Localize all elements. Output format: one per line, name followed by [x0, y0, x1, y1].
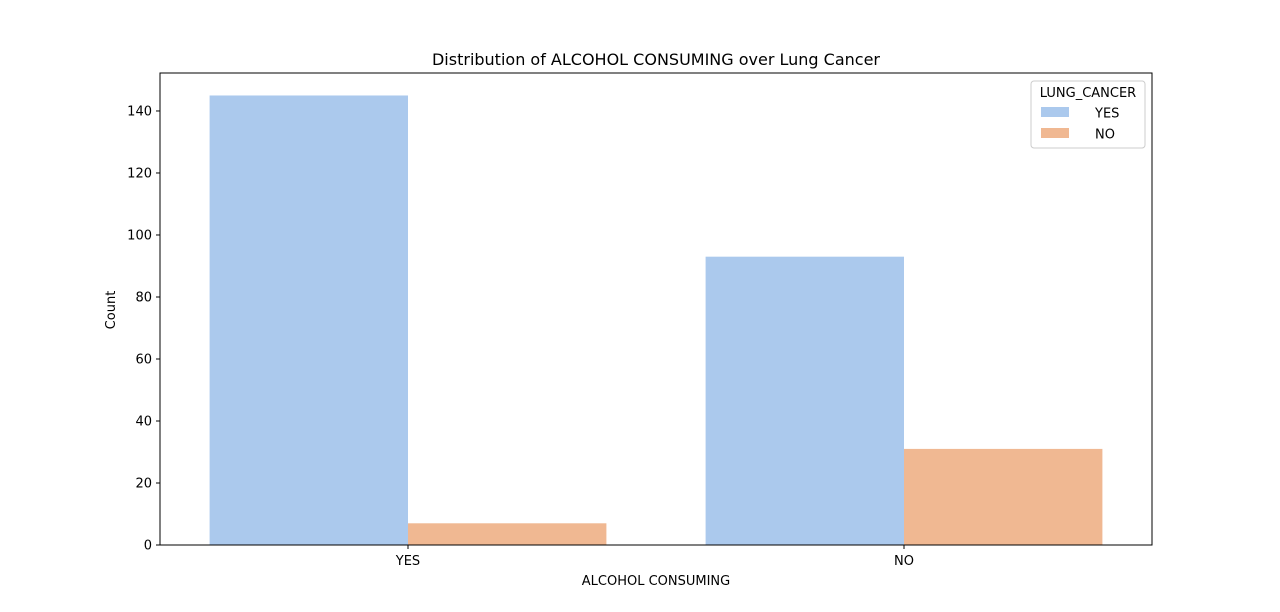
y-tick-label: 100 — [127, 228, 152, 243]
x-axis: YES NO — [395, 545, 914, 569]
y-tick-label: 40 — [135, 414, 152, 429]
bars-group — [209, 95, 1103, 545]
y-tick-label: 140 — [127, 104, 152, 119]
bar-no-yes — [408, 523, 607, 545]
x-axis-label: ALCOHOL CONSUMING — [582, 574, 730, 589]
legend-swatch-yes — [1041, 107, 1069, 117]
legend-swatch-no — [1041, 128, 1069, 138]
y-axis-label: Count — [104, 291, 119, 330]
y-tick-label: 20 — [135, 476, 152, 491]
legend-label-yes: YES — [1094, 107, 1119, 122]
bar-no-no — [904, 448, 1103, 545]
y-tick-label: 120 — [127, 166, 152, 181]
legend: LUNG_CANCER YES NO — [1030, 80, 1146, 149]
x-tick-label: YES — [395, 554, 420, 569]
y-axis: 0 20 40 60 80 100 120 140 — [127, 104, 160, 554]
y-tick-label: 0 — [144, 539, 152, 554]
bar-yes-no — [705, 256, 904, 545]
legend-label-no: NO — [1095, 128, 1115, 143]
x-tick-label: NO — [894, 554, 914, 569]
legend-title: LUNG_CANCER — [1040, 86, 1136, 101]
y-tick-label: 80 — [135, 290, 152, 305]
chart-title: Distribution of ALCOHOL CONSUMING over L… — [432, 50, 880, 69]
plot-frame — [159, 72, 1153, 546]
bar-yes-yes — [209, 95, 408, 545]
y-tick-label: 60 — [135, 352, 152, 367]
